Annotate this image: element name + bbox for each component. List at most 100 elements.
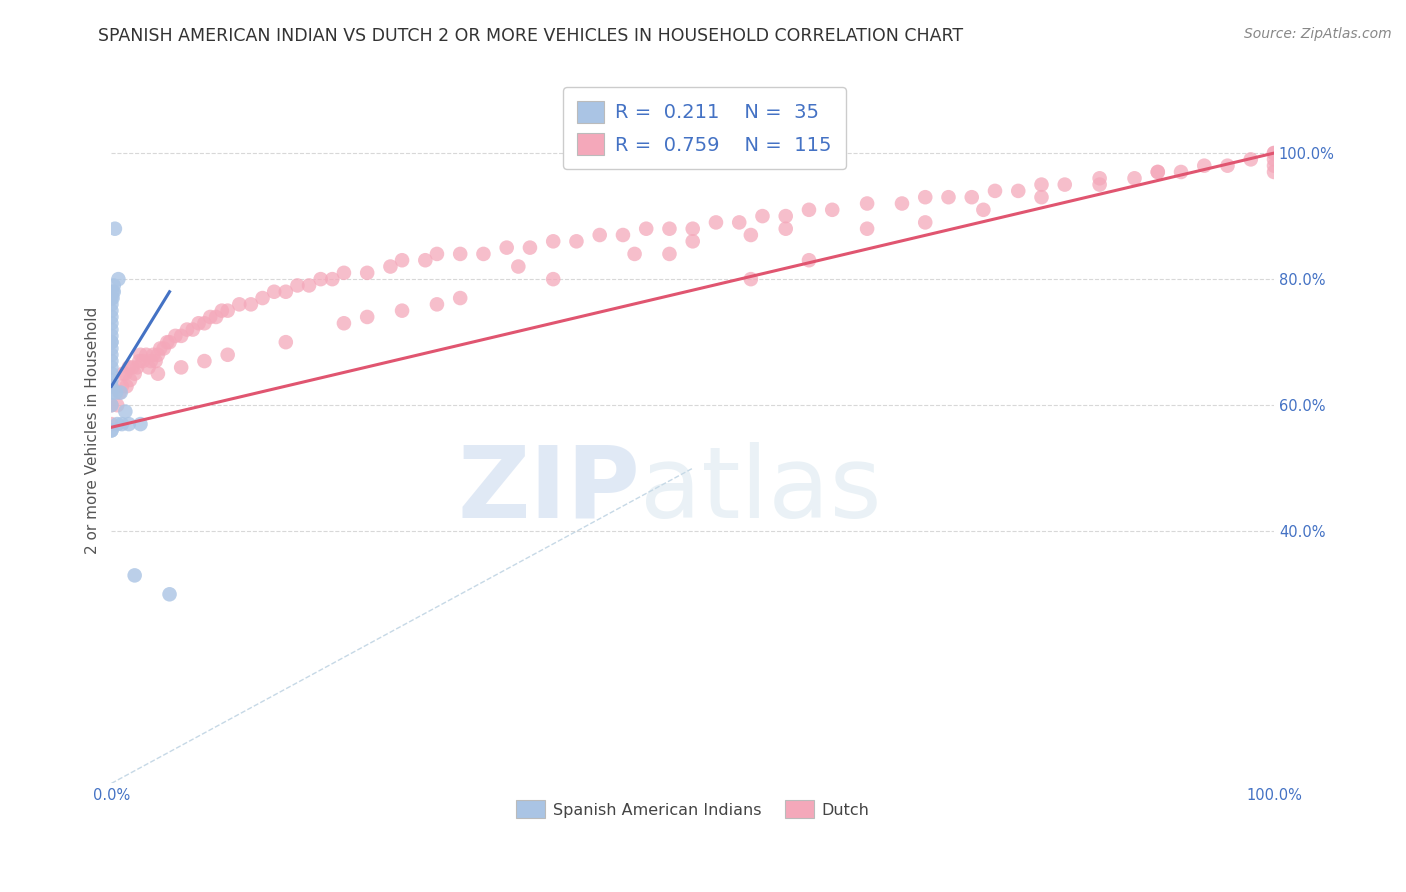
Point (565, 235, 588, 249)
Point (159, 587, 181, 601)
Point (100, 329, 122, 343)
Point (149, 342, 172, 356)
Point (156, 335, 179, 350)
Point (1088, 178, 1111, 192)
Point (100, 398, 122, 412)
Point (146, 348, 169, 362)
Point (159, 335, 181, 350)
Point (775, 221, 797, 235)
Point (321, 272, 343, 286)
Point (309, 272, 332, 286)
Point (740, 227, 762, 242)
Point (101, 285, 124, 299)
Point (100, 348, 122, 362)
Legend: Spanish American Indians, Dutch: Spanish American Indians, Dutch (509, 794, 876, 825)
Point (252, 291, 274, 305)
Point (100, 367, 122, 381)
Point (519, 241, 541, 255)
Point (128, 354, 150, 368)
Point (100, 335, 122, 350)
Point (105, 385, 128, 400)
Point (728, 215, 751, 229)
Point (472, 247, 495, 261)
Point (142, 348, 165, 362)
Point (193, 316, 215, 330)
Point (105, 398, 128, 412)
Point (103, 285, 125, 299)
Point (972, 202, 994, 217)
Point (775, 209, 797, 223)
Point (751, 209, 773, 223)
Point (217, 303, 239, 318)
Point (415, 253, 437, 268)
Point (1240, 153, 1263, 167)
Point (333, 266, 356, 280)
Point (856, 221, 879, 235)
Point (114, 367, 136, 381)
Point (100, 310, 122, 324)
Point (114, 404, 136, 418)
Point (100, 417, 122, 431)
Point (239, 297, 262, 311)
Point (100, 322, 122, 336)
Point (187, 316, 209, 330)
Point (170, 329, 193, 343)
Point (132, 354, 155, 368)
Point (145, 354, 167, 368)
Point (124, 367, 146, 381)
Point (740, 272, 762, 286)
Point (193, 354, 215, 368)
Point (100, 335, 122, 350)
Point (541, 235, 564, 249)
Point (1088, 171, 1111, 186)
Point (391, 303, 413, 318)
Point (356, 266, 378, 280)
Point (797, 202, 820, 217)
Point (287, 278, 309, 293)
Point (217, 348, 239, 362)
Point (101, 291, 124, 305)
Point (391, 253, 413, 268)
Point (100, 424, 122, 438)
Point (105, 417, 128, 431)
Point (118, 360, 141, 375)
Point (797, 253, 820, 268)
Point (426, 247, 449, 261)
Point (115, 379, 138, 393)
Point (1146, 165, 1168, 179)
Text: Source: ZipAtlas.com: Source: ZipAtlas.com (1244, 27, 1392, 41)
Point (1007, 184, 1029, 198)
Point (124, 568, 146, 582)
Point (200, 310, 222, 324)
Point (914, 190, 936, 204)
Point (100, 342, 122, 356)
Point (1194, 159, 1216, 173)
Point (100, 379, 122, 393)
Point (938, 190, 960, 204)
Point (100, 291, 122, 305)
Point (138, 360, 160, 375)
Point (129, 417, 152, 431)
Point (589, 227, 612, 242)
Point (112, 367, 135, 381)
Point (658, 247, 681, 261)
Point (176, 322, 198, 336)
Point (110, 385, 132, 400)
Text: ZIP: ZIP (457, 442, 640, 539)
Point (1263, 159, 1285, 173)
Point (118, 373, 141, 387)
Point (104, 221, 127, 235)
Point (1263, 165, 1285, 179)
Point (1031, 178, 1053, 192)
Point (100, 398, 122, 412)
Point (100, 303, 122, 318)
Point (682, 235, 704, 249)
Point (449, 291, 471, 305)
Point (108, 385, 131, 400)
Point (1031, 190, 1053, 204)
Point (139, 354, 162, 368)
Point (1263, 146, 1285, 161)
Point (165, 329, 187, 343)
Point (152, 342, 174, 356)
Point (541, 272, 564, 286)
